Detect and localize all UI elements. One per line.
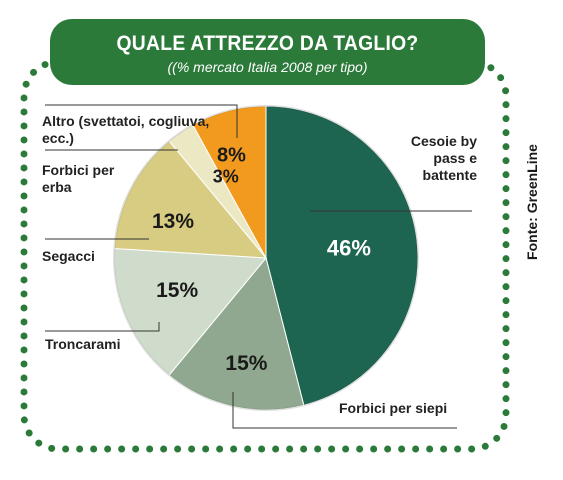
pie-slice-troncarami [113, 247, 268, 376]
pie-slices [113, 105, 419, 411]
value-labels: 46% 15% 15% 13% 3%8% [152, 144, 371, 375]
leader-altro [45, 104, 238, 138]
chart-subtitle: ((% mercato Italia 2008 per tipo) [167, 59, 368, 75]
pie-slice-cesoie-by [265, 105, 419, 406]
value-label-cesoie-by: 46% [327, 235, 371, 260]
category-label-troncarami: Troncarami [45, 336, 121, 352]
value-label-forbici-per: 3% [213, 167, 239, 187]
value-label-altro-svettatoi-cogliuva: 8% [217, 144, 246, 166]
pie-slice-altro-svettatoi-cogliuva [192, 105, 267, 259]
category-label-forbici-per-siepi: Forbici per siepi [339, 400, 448, 416]
pie-rim [113, 105, 419, 411]
source-credit: Fonte: GreenLine [524, 144, 540, 260]
leader-lines [45, 104, 472, 429]
value-label-forbici-per-siepi: 15% [225, 352, 267, 375]
leader-forbici-siepi [232, 392, 457, 429]
leader-troncarami [45, 322, 160, 332]
chart-title: QUALE ATTREZZO DA TAGLIO? [116, 32, 419, 55]
pie-slice-segacci [113, 140, 268, 259]
value-label-segacci: 13% [152, 210, 194, 233]
category-label-forbici-per-erba: Forbici per erba [42, 162, 115, 195]
category-label-segacci: Segacci [42, 248, 95, 264]
value-label-troncarami: 15% [156, 279, 198, 302]
category-label-altro: Altro (svettatoi, cogliuva, ecc.) [42, 113, 210, 146]
title-banner: QUALE ATTREZZO DA TAGLIO? ((% mercato It… [50, 19, 485, 85]
category-label-cesoie: Cesoie by pass e battente [410, 133, 477, 183]
